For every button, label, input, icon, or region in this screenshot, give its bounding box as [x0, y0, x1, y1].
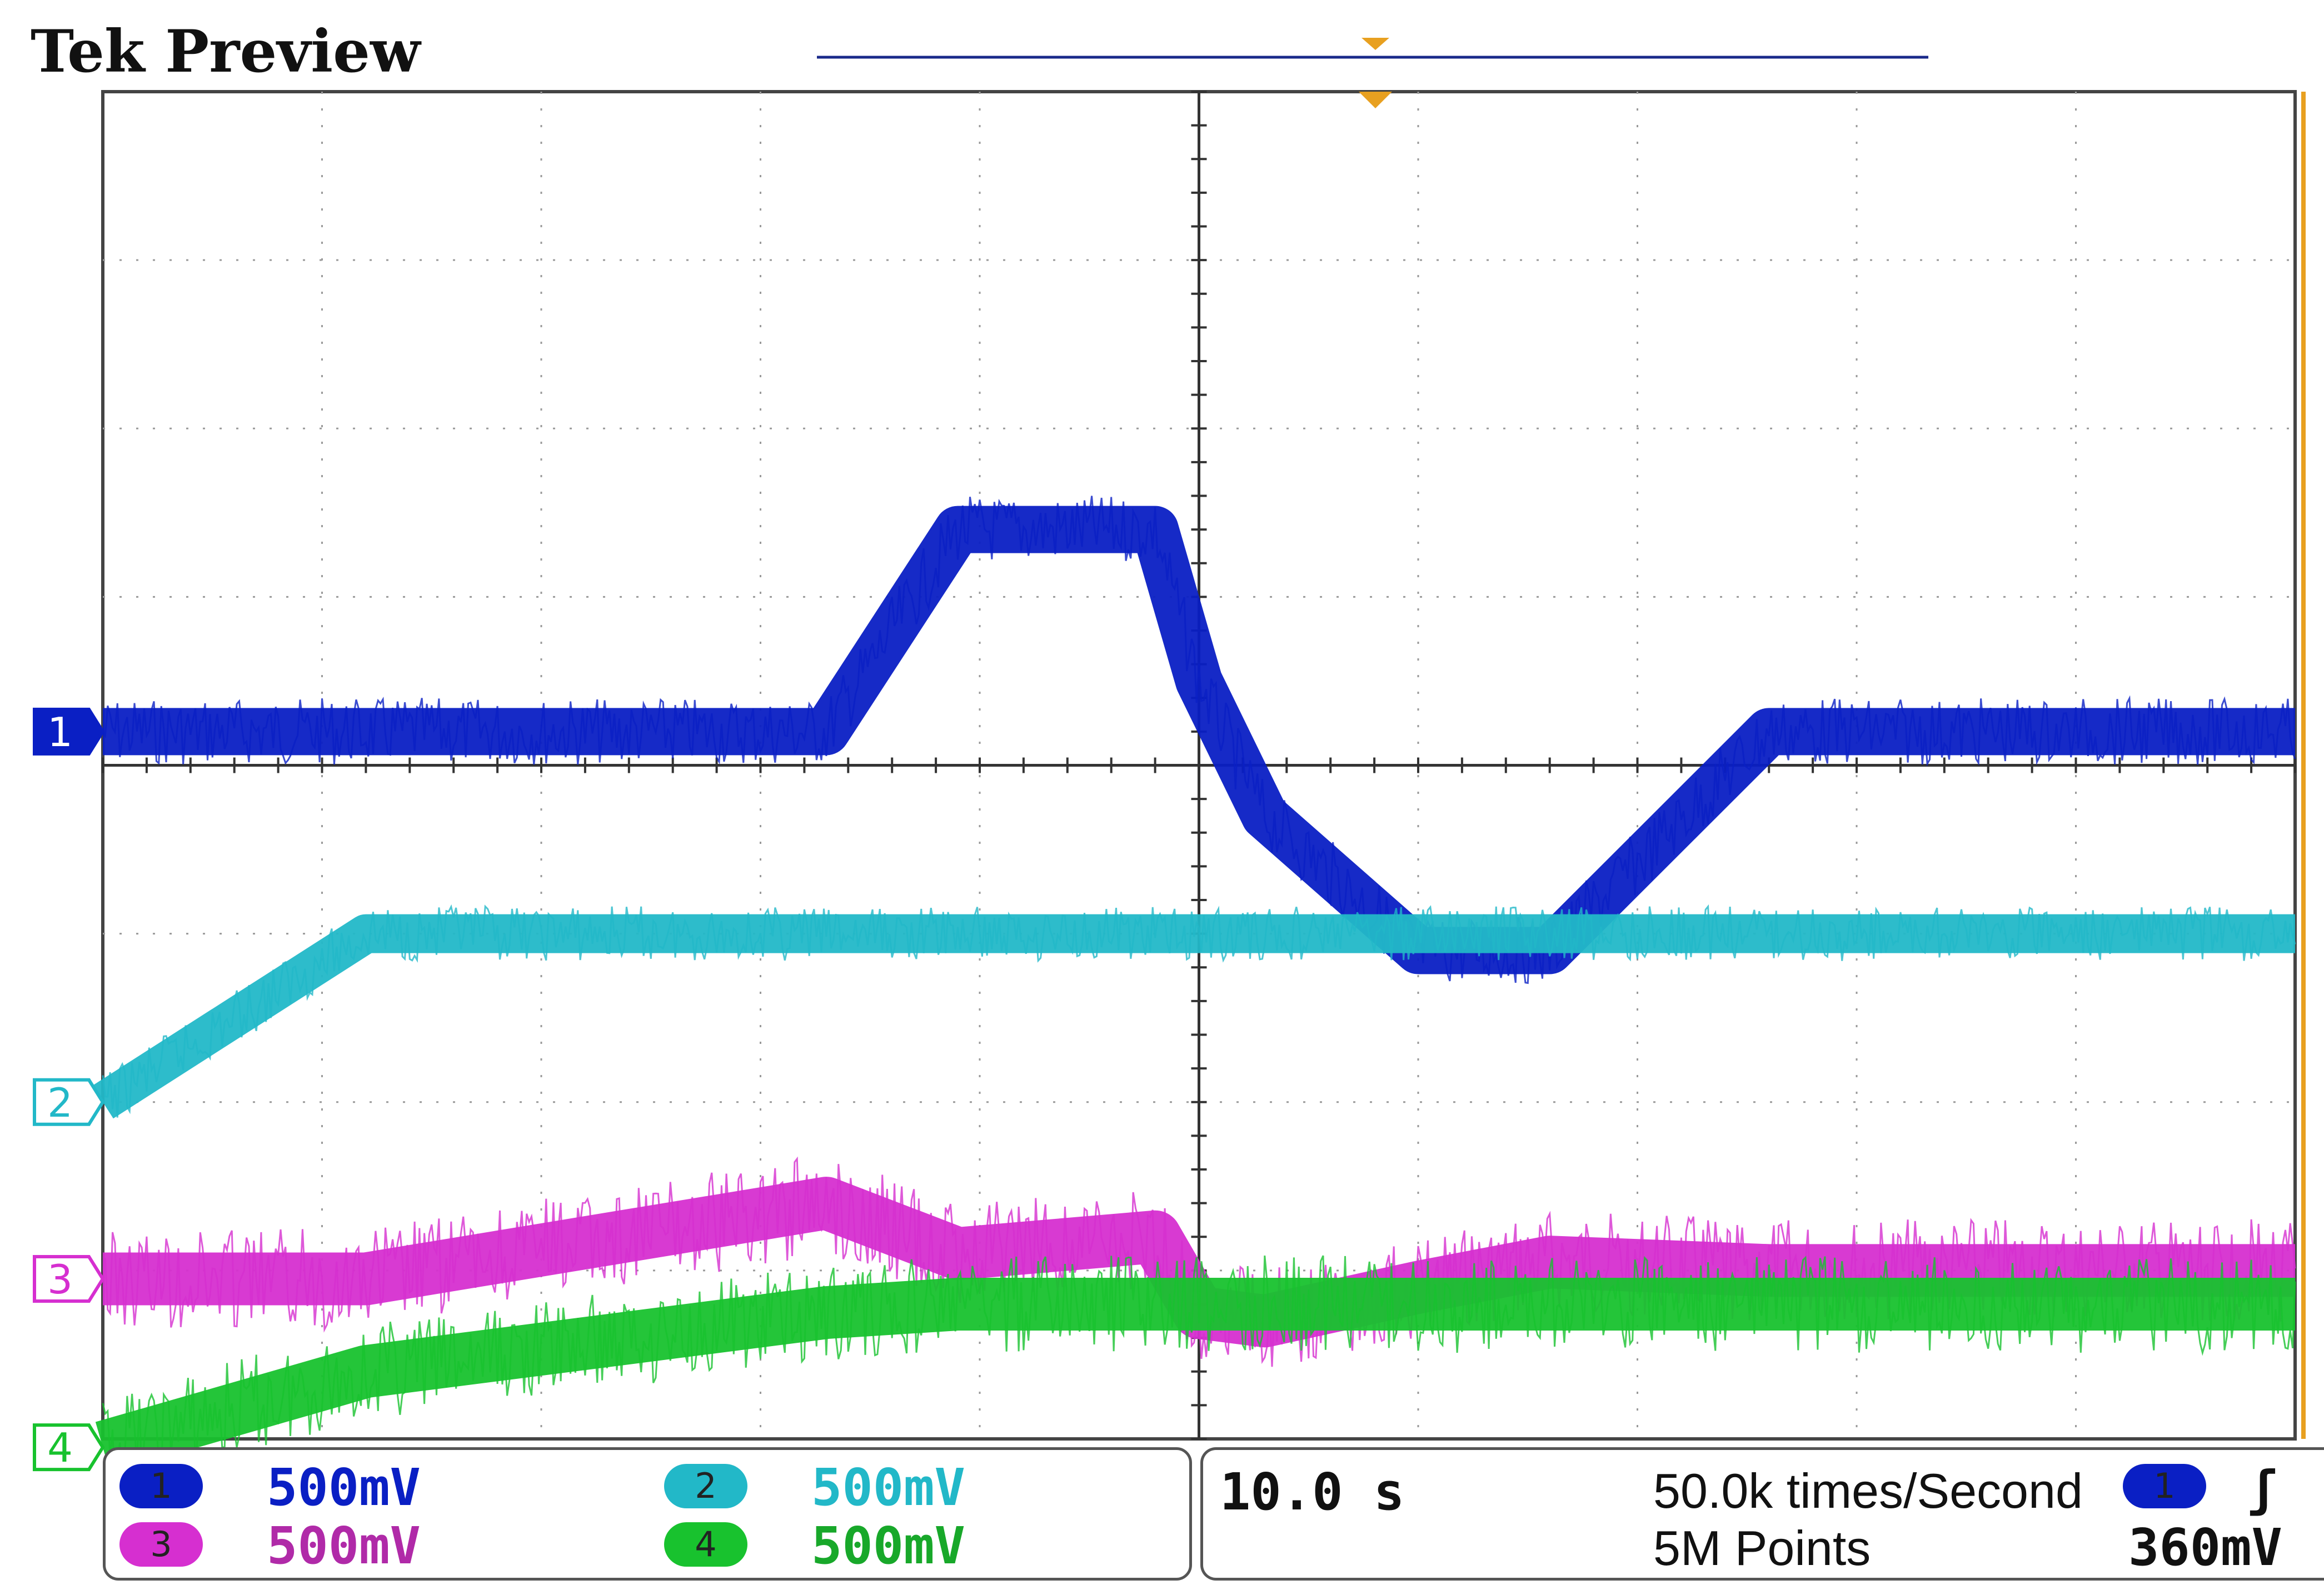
ch3-badge[interactable]: 3 [119, 1522, 203, 1567]
trace-ch2-noise [102, 904, 2296, 1118]
trace-ch1 [103, 506, 2295, 974]
channel-markers: 1 2 3 4 [33, 707, 105, 1472]
ch2-marker-label: 2 [47, 1079, 73, 1126]
trigger-position-icon[interactable] [1362, 38, 1389, 50]
waveform-traces [92, 496, 2296, 1490]
ch1-marker-label: 1 [47, 709, 73, 756]
ch3-scale: 500mV [267, 1516, 421, 1576]
ch2-ground-marker [33, 1078, 105, 1126]
ch4-marker-label: 4 [47, 1424, 73, 1471]
ch2-scale: 500mV [811, 1458, 965, 1517]
trace-ch1-noise [102, 496, 2296, 984]
ch4-ground-marker [33, 1423, 105, 1472]
sample-rate-readout: 50.0k times/Second [1653, 1463, 2083, 1518]
timebase-readout[interactable]: 10.0 s [1220, 1462, 1405, 1522]
trigger-level-readout: 360mV [2128, 1518, 2282, 1577]
page-title: Tek Preview [31, 17, 421, 86]
ch4-scale: 500mV [811, 1516, 965, 1576]
trigger-marker-icon[interactable] [1359, 92, 1392, 108]
trace-ch4-noise [102, 1255, 2296, 1490]
ch1-badge[interactable]: 1 [119, 1464, 203, 1508]
timing-readout-panel: 10.0 s 50.0k times/Second 5M Points 1 ʃ … [1200, 1447, 2324, 1581]
trigger-source-badge[interactable]: 1 [2123, 1464, 2206, 1508]
ch2-badge[interactable]: 2 [664, 1464, 747, 1508]
ch1-ground-marker [33, 707, 105, 756]
graticule [101, 90, 2297, 1441]
ch1-scale: 500mV [267, 1458, 421, 1517]
channel-readout-panel: 1 500mV 2 500mV 3 500mV 4 500mV [103, 1447, 1192, 1581]
ch4-badge[interactable]: 4 [664, 1522, 747, 1567]
ch3-marker-label: 3 [47, 1256, 73, 1303]
trigger-slope-icon: ʃ [2248, 1460, 2277, 1517]
record-length-readout: 5M Points [1653, 1521, 1871, 1576]
ch3-ground-marker [33, 1255, 105, 1303]
